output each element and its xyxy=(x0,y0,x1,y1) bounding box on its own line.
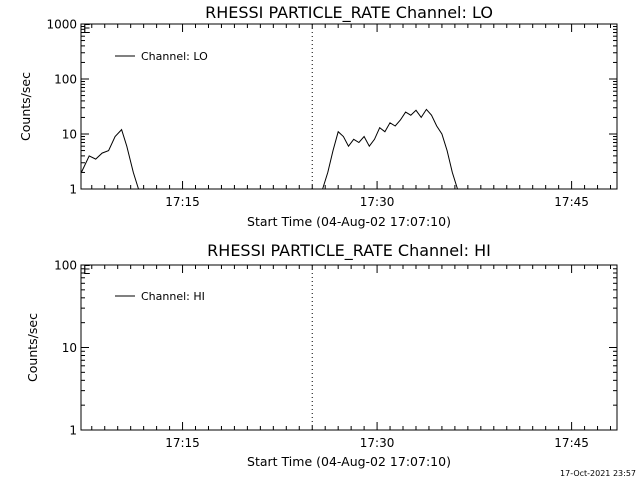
chart1-xtick-label: 17:30 xyxy=(360,195,395,209)
chart1-plot-frame xyxy=(80,23,618,190)
chart1-series-line xyxy=(322,108,458,190)
chart1-ytick-label: 10 xyxy=(62,128,77,142)
chart1-xtick-label: 17:15 xyxy=(165,195,200,209)
chart2-xtick-label: 17:45 xyxy=(554,436,589,450)
chart2-xlabel: Start Time (04-Aug-02 17:07:10) xyxy=(247,454,451,469)
chart2-ytick-label: 10 xyxy=(62,341,77,355)
chart2-legend-entry: Channel: HI xyxy=(141,290,205,303)
chart1-marker-label: E xyxy=(83,22,91,36)
chart1-ytick-label: 1000 xyxy=(46,18,77,32)
chart2-ytick-label: 1 xyxy=(69,424,77,438)
chart1-ylabel: Counts/sec xyxy=(18,72,33,141)
chart2-ytick-label: 100 xyxy=(54,259,77,273)
chart1-ytick-label: 1 xyxy=(69,183,77,197)
chart1-xtick-label: 17:45 xyxy=(554,195,589,209)
chart1-title: RHESSI PARTICLE_RATE Channel: LO xyxy=(205,3,493,23)
chart1-xlabel: Start Time (04-Aug-02 17:07:10) xyxy=(247,214,451,229)
chart1-series-line xyxy=(80,128,139,190)
chart2-xtick-label: 17:30 xyxy=(360,436,395,450)
chart2-marker-label: E xyxy=(83,263,91,277)
footer-timestamp: 17-Oct-2021 23:57 xyxy=(560,469,636,478)
chart1-ytick-label: 100 xyxy=(54,73,77,87)
chart1-legend-entry: Channel: LO xyxy=(141,50,208,63)
chart2-title: RHESSI PARTICLE_RATE Channel: HI xyxy=(207,241,491,261)
chart2-ylabel: Counts/sec xyxy=(25,313,40,382)
chart2-xtick-label: 17:15 xyxy=(165,436,200,450)
